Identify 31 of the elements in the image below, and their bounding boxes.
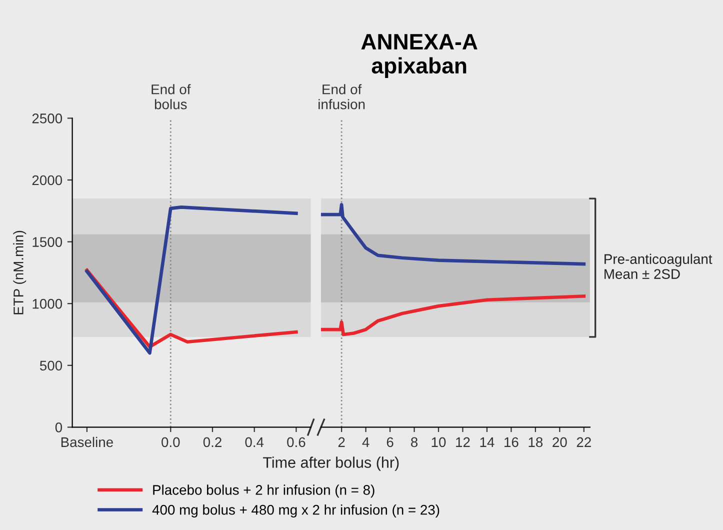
x-tick-label: Baseline [61, 436, 113, 448]
y-tick-label: 1000 [32, 298, 62, 309]
y-tick-label: 2500 [32, 114, 62, 124]
y-tick-label: 2000 [32, 175, 62, 186]
x-tick-label: 22 [576, 437, 591, 447]
ref-line-label: End of infusion [318, 84, 365, 110]
x-tick-label: 8 [411, 437, 418, 448]
chart-title: ANNEXA-A apixaban [361, 34, 478, 78]
y-axis-title: ETP (nM.min) [13, 230, 26, 314]
x-tick-label: 12 [456, 437, 470, 447]
x-tick-label: 2 [338, 437, 345, 447]
x-tick-label: 6 [386, 437, 394, 448]
y-tick-label: 0 [55, 422, 62, 432]
x-tick-label: 18 [528, 437, 543, 448]
x-tick-label: 0.0 [162, 437, 180, 448]
band-label: Pre-anticoagulant Mean ± 2SD [604, 254, 712, 279]
x-axis-title: Time after bolus (hr) [263, 456, 399, 471]
ref-line-label: End of bolus [152, 84, 191, 110]
x-tick-label: 16 [504, 437, 518, 448]
y-tick-label: 1500 [32, 237, 62, 247]
x-tick-label: 14 [480, 437, 494, 447]
x-tick-label: 4 [362, 437, 370, 447]
legend-label: Placebo bolus + 2 hr infusion (n = 8) [153, 484, 374, 498]
x-tick-label: 0.4 [245, 437, 264, 448]
x-tick-label: 0.6 [287, 437, 306, 448]
legend-label: 400 mg bolus + 480 mg x 2 hr infusion (n = 23) [152, 504, 440, 518]
y-tick-label: 500 [40, 360, 62, 371]
line-series [85, 206, 298, 355]
x-tick-label: 20 [552, 437, 567, 448]
x-tick-label: 10 [432, 437, 446, 448]
x-tick-label: 0.2 [203, 437, 222, 448]
